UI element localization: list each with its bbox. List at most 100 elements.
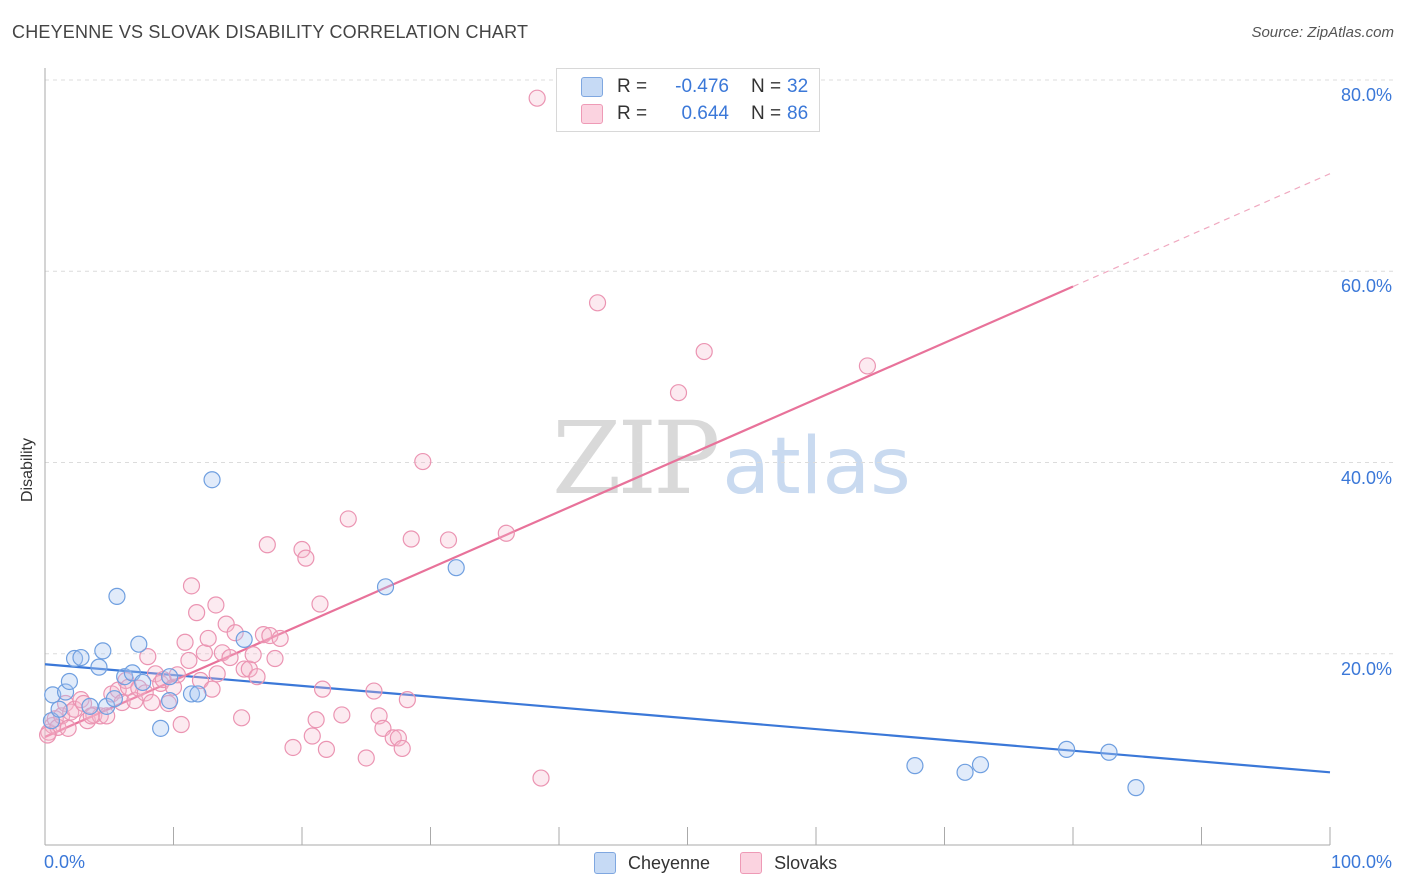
point-slovaks [221, 648, 239, 667]
point-slovaks [176, 633, 194, 651]
source-label: Source: ZipAtlas.com [1251, 24, 1394, 41]
point-cheyenne [971, 756, 990, 774]
legend-row-cheyenne: R = -0.476 N = 32 [557, 74, 808, 100]
point-slovaks [244, 646, 262, 664]
point-slovaks [191, 671, 210, 690]
point-cheyenne [161, 692, 179, 710]
watermark: ZIPatlas [552, 400, 911, 517]
point-slovaks [180, 651, 198, 670]
point-slovaks [188, 604, 206, 622]
legend-label-slovaks: Slovaks [774, 852, 838, 873]
point-slovaks [393, 739, 411, 758]
point-slovaks [497, 524, 515, 542]
point-cheyenne [108, 587, 126, 605]
series-legend: Cheyenne Slovaks [594, 852, 867, 874]
watermark-atlas: atlas [722, 422, 911, 512]
point-cheyenne [65, 649, 84, 668]
legend-r-value: 0.644 [681, 103, 729, 124]
point-slovaks [182, 577, 201, 595]
point-cheyenne [50, 700, 68, 718]
point-slovaks [226, 624, 244, 642]
point-slovaks [143, 693, 161, 712]
point-cheyenne [189, 685, 207, 703]
data-points [38, 89, 1145, 797]
point-slovaks [38, 726, 57, 744]
point-cheyenne [105, 690, 123, 708]
point-cheyenne [152, 719, 170, 737]
point-slovaks [271, 629, 289, 648]
point-cheyenne [134, 673, 152, 692]
legend-r-label: R = [617, 103, 648, 124]
point-slovaks [414, 452, 432, 471]
legend-r-value: -0.476 [675, 76, 729, 97]
y-tick-label: 60.0% [1340, 276, 1392, 297]
point-slovaks [303, 727, 321, 745]
legend-swatch-cheyenne [594, 852, 616, 874]
point-slovaks [266, 649, 284, 668]
point-cheyenne [906, 757, 924, 775]
point-slovaks [258, 536, 276, 554]
trend-line-cheyenne [44, 663, 1331, 774]
point-slovaks [261, 626, 279, 645]
x-tick-min: 0.0% [44, 852, 86, 872]
legend-row-slovaks: R = 0.644 N = 86 [557, 101, 808, 127]
y-tick-label: 40.0% [1340, 467, 1392, 488]
point-slovaks [398, 691, 416, 709]
point-cheyenne [161, 668, 179, 686]
y-tick-label: 80.0% [1340, 85, 1392, 105]
point-slovaks [297, 549, 315, 567]
point-slovaks [139, 648, 157, 666]
point-slovaks [532, 769, 550, 787]
legend-label-cheyenne: Cheyenne [628, 852, 711, 873]
point-slovaks [365, 682, 383, 700]
point-cheyenne [56, 683, 75, 701]
point-cheyenne [81, 697, 99, 715]
point-slovaks [439, 531, 458, 549]
point-slovaks [313, 680, 332, 698]
point-cheyenne [1127, 779, 1145, 797]
point-slovaks [333, 706, 351, 724]
legend-r-label: R = [617, 76, 648, 97]
point-slovaks [588, 294, 607, 312]
point-slovaks [339, 510, 357, 528]
point-slovaks [307, 711, 325, 729]
gridlines [45, 79, 1394, 655]
point-slovaks [254, 626, 273, 644]
point-cheyenne [94, 642, 112, 660]
point-slovaks [357, 749, 375, 767]
point-slovaks [402, 530, 420, 548]
point-slovaks [59, 719, 77, 737]
point-slovaks [695, 342, 713, 361]
x-tick-max: 100.0% [1330, 852, 1392, 872]
point-slovaks [858, 357, 877, 375]
trend-line-slovaks [44, 285, 1074, 738]
point-cheyenne [90, 658, 108, 676]
point-slovaks [669, 384, 688, 402]
point-slovaks [195, 644, 213, 662]
point-slovaks [136, 684, 154, 702]
legend-n-value: 32 [787, 76, 809, 97]
point-slovaks [172, 715, 190, 734]
legend-item-slovaks[interactable]: Slovaks [740, 852, 837, 874]
y-tick-label: 20.0% [1340, 658, 1392, 679]
point-slovaks [389, 729, 407, 747]
point-slovaks [284, 738, 302, 757]
trend-lines [44, 173, 1331, 774]
point-slovaks [293, 540, 311, 559]
legend-item-cheyenne[interactable]: Cheyenne [594, 852, 710, 874]
point-slovaks [233, 709, 251, 727]
point-slovaks [159, 694, 177, 713]
point-cheyenne [447, 559, 465, 577]
point-slovaks [235, 660, 253, 678]
point-cheyenne [1100, 743, 1118, 761]
chart-title: CHEYENNE VS SLOVAK DISABILITY CORRELATIO… [12, 22, 529, 42]
legend-n-label: N = [751, 76, 782, 97]
point-slovaks [248, 668, 266, 686]
point-cheyenne [44, 686, 62, 704]
stats-legend: R = -0.476 N = 32 R = 0.644 N = 86 [556, 68, 820, 132]
legend-swatch-slovaks [581, 104, 603, 124]
point-slovaks [317, 740, 336, 758]
point-slovaks [199, 629, 217, 648]
legend-n-value: 86 [787, 103, 809, 124]
